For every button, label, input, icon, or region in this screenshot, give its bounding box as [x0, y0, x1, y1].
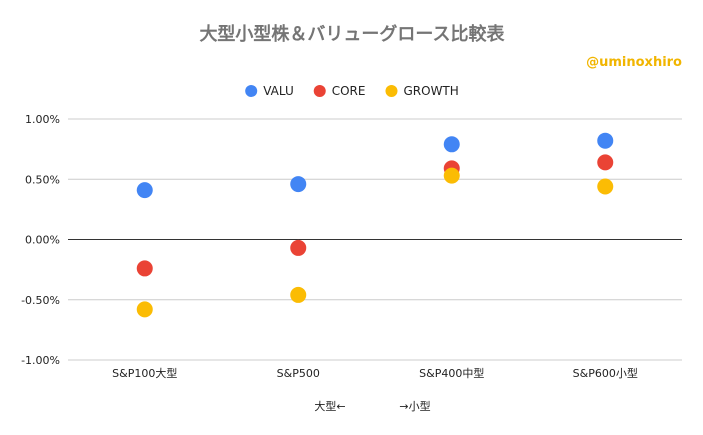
legend: VALU CORE GROWTH	[245, 84, 459, 98]
y-tick-label: 1.00%	[25, 113, 60, 126]
point-core	[136, 260, 153, 277]
author-annotation: @uminoxhiro	[586, 55, 682, 70]
point-growth	[443, 167, 460, 184]
legend-marker-valu	[245, 85, 258, 97]
x-axis-ticks: S&P100大型 S&P500 S&P400中型 S&P600小型	[112, 366, 638, 380]
y-tick-label: -1.00%	[21, 354, 60, 367]
point-core	[290, 239, 307, 256]
y-tick-label: 0.50%	[25, 173, 60, 186]
x-axis-label-left: 大型←	[314, 399, 345, 413]
y-tick-label: 0.00%	[25, 234, 60, 247]
legend-label-core: CORE	[332, 84, 366, 98]
point-valu	[136, 182, 153, 199]
legend-marker-core	[313, 85, 326, 97]
chart-title: 大型小型株＆バリューグロース比較表	[199, 23, 505, 45]
x-tick-label: S&P600小型	[573, 366, 638, 380]
y-tick-label: -0.50%	[21, 294, 60, 307]
point-valu	[597, 132, 614, 149]
point-valu	[443, 136, 460, 153]
gridlines	[68, 118, 682, 361]
point-valu	[290, 176, 307, 193]
legend-marker-growth	[385, 85, 398, 97]
legend-label-valu: VALU	[263, 84, 294, 98]
point-growth	[290, 286, 307, 303]
y-axis-ticks: 1.00% 0.50% 0.00% -0.50% -1.00%	[21, 113, 60, 367]
data-points	[136, 132, 614, 318]
point-growth	[136, 301, 153, 318]
x-tick-label: S&P400中型	[419, 366, 484, 380]
x-axis-label-right: →小型	[399, 399, 430, 413]
legend-label-growth: GROWTH	[403, 84, 458, 98]
point-core	[597, 154, 614, 171]
x-tick-label: S&P500	[277, 367, 320, 380]
x-tick-label: S&P100大型	[112, 366, 177, 380]
point-growth	[597, 178, 614, 195]
